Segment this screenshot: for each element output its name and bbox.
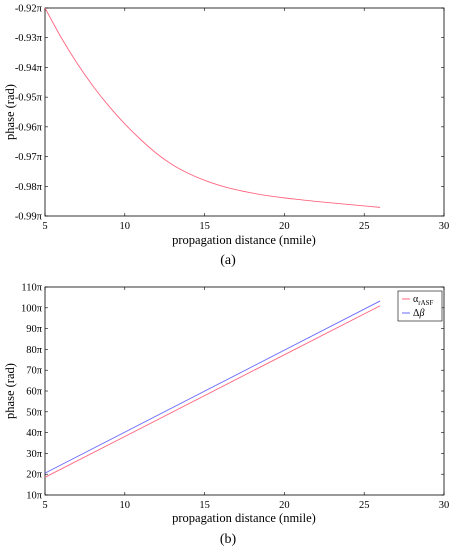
panel-a-y-ticks: -0.92π -0.93π -0.94π -0.95π -0.96π -0.97π -0.9… [15,4,444,223]
x-tick-label: 10 [120,500,131,511]
y-tick-label: -0.95π [15,93,43,104]
panel-a: 5 10 15 20 25 30 -0.92π-0.93π-0.94π-0.95π-0.9… [3,4,449,269]
y-tick-label: 60π [26,387,43,398]
x-tick-label: 15 [199,221,210,232]
y-tick-label: 30π [26,449,43,460]
panel-a-x-ticks: 5 10 15 20 25 30 [42,8,449,232]
panel-b-legend: αrASF Δβ [397,290,443,322]
y-tick-label: 100π [21,303,43,314]
x-tick-label: 20 [279,221,290,232]
y-tick-label: 90π [26,324,43,335]
series-line-s0 [44,7,381,208]
y-tick-label: 70π [26,366,43,377]
series-line-s1 [44,300,381,474]
y-tick-label: 50π [26,407,43,418]
y-tick-label: -0.93π [15,33,43,44]
panel-a-x-axis-label: propagation distance (nmile) [172,233,316,247]
y-tick-label: -0.94π [15,63,43,74]
x-tick-label: 25 [359,221,370,232]
x-tick-label: 30 [439,221,450,232]
y-tick-label: 20π [26,470,43,481]
panel-b-caption: (b) [220,532,237,547]
x-tick-label: 5 [42,221,47,232]
y-tick-label: 40π [26,428,43,439]
y-tick-label: -0.92π [15,4,43,15]
panel-b: 5 10 15 20 25 30 10π20π30π40π50π60π70π80π90π1… [3,283,449,548]
x-tick-label: 5 [42,500,47,511]
legend-entry-delta-beta: Δβ [413,308,424,319]
panel-b-x-axis-label: propagation distance (nmile) [172,511,316,525]
panel-b-plot-frame [44,286,445,496]
y-tick-label: 10π [26,491,43,502]
legend-box [397,290,443,322]
x-tick-label: 30 [439,500,450,511]
panel-a-y-axis-label: phase (rad) [3,84,17,140]
panel-a-series [44,7,381,208]
x-tick-label: 25 [359,500,370,511]
y-tick-label: -0.99π [15,212,43,223]
series-line-rasf [44,305,381,478]
x-tick-label: 20 [279,500,290,511]
y-tick-label: -0.98π [15,182,43,193]
x-tick-label: 10 [120,221,131,232]
y-tick-label: -0.97π [15,152,43,163]
panel-a-caption: (a) [220,253,236,268]
y-tick-label: -0.96π [15,122,43,133]
y-tick-label: 80π [26,345,43,356]
panel-a-plot-frame [44,7,445,217]
panel-b-y-axis-label: phase (rad) [3,363,17,419]
panel-b-y-ticks: 10π 20π 30π 40π 50π 60π 70π 80π 90π 100π 110π [21,283,444,502]
x-tick-label: 15 [199,500,210,511]
y-tick-label: 110π [21,283,42,294]
panel-b-series [44,300,381,478]
panel-b-x-ticks: 5 10 15 20 25 30 [42,287,449,511]
